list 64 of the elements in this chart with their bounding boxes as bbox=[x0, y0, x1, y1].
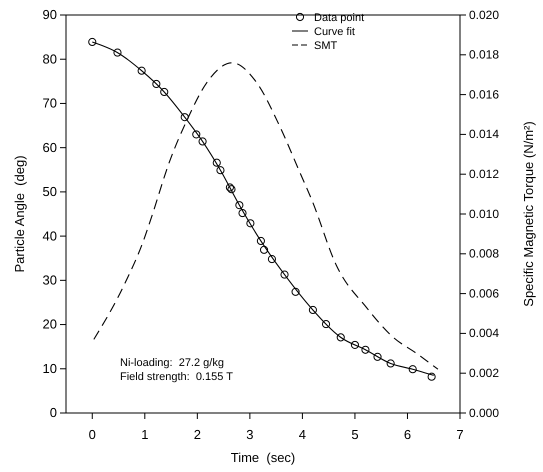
point bbox=[408, 365, 417, 374]
point bbox=[260, 246, 268, 254]
y2-tick-label: 0.020 bbox=[469, 8, 500, 22]
legend-label: Curve fit bbox=[314, 26, 355, 38]
y2-tick-label: 0.014 bbox=[469, 127, 500, 142]
point bbox=[113, 48, 122, 57]
y2-tick-label: 0.018 bbox=[469, 48, 500, 62]
y-tick-label: 20 bbox=[42, 316, 57, 332]
y2-tick-label: 0.008 bbox=[469, 246, 500, 261]
y-tick-label: 80 bbox=[42, 51, 57, 66]
y-tick-label: 70 bbox=[42, 96, 57, 111]
point bbox=[227, 185, 236, 194]
point bbox=[386, 359, 395, 368]
y2-tick-label: 0.010 bbox=[469, 206, 500, 221]
y-tick-label: 30 bbox=[42, 272, 57, 288]
y-tick-label: 90 bbox=[42, 7, 57, 22]
point bbox=[235, 201, 244, 210]
y-tick-label: 0 bbox=[50, 405, 57, 420]
point bbox=[138, 66, 146, 75]
y2-tick-label: 0.012 bbox=[469, 167, 500, 182]
y-tick-label: 10 bbox=[42, 360, 57, 376]
y2-tick-label: 0.006 bbox=[469, 286, 500, 300]
point bbox=[373, 352, 382, 361]
y2-tick-label: 0.002 bbox=[469, 366, 500, 380]
point bbox=[216, 166, 225, 174]
point bbox=[152, 80, 160, 88]
point bbox=[336, 333, 345, 342]
point bbox=[308, 306, 317, 314]
x-tick-label: 7 bbox=[456, 426, 464, 442]
y-tick-label: 60 bbox=[42, 140, 57, 155]
point bbox=[256, 236, 265, 246]
x-axis-title: Time (sec) bbox=[230, 450, 296, 465]
x-tick-label: 3 bbox=[246, 426, 254, 442]
point bbox=[226, 183, 234, 192]
x-tick-label: 5 bbox=[351, 426, 359, 442]
annotation: Ni-loading: 27.2 g/kg bbox=[120, 357, 224, 369]
point bbox=[192, 130, 200, 138]
point bbox=[268, 255, 276, 264]
x-tick-label: 1 bbox=[141, 426, 148, 442]
point bbox=[88, 38, 96, 46]
x-tick-label: 2 bbox=[194, 426, 201, 442]
y-tick-label: 50 bbox=[42, 184, 57, 200]
x-tick-label: 0 bbox=[88, 426, 96, 442]
annotation: Field strength: 0.155 T bbox=[120, 371, 234, 383]
point bbox=[350, 340, 359, 349]
point bbox=[160, 88, 168, 96]
y2-tick-label: 0.004 bbox=[469, 326, 500, 340]
point bbox=[292, 288, 300, 296]
point bbox=[212, 158, 221, 167]
y2-axis-title: Specific Magnetic Torque (N/m²) bbox=[521, 121, 536, 307]
legend-label: SMT bbox=[314, 40, 338, 52]
y2-tick-label: 0.000 bbox=[469, 406, 500, 420]
point bbox=[246, 219, 254, 228]
point bbox=[180, 113, 189, 122]
point bbox=[280, 270, 289, 279]
x-tick-label: 6 bbox=[404, 426, 412, 442]
x-tick-label: 4 bbox=[298, 426, 306, 442]
y2-tick-label: 0.016 bbox=[469, 87, 500, 102]
y-axis-title: Particle Angle (deg) bbox=[12, 155, 27, 273]
point bbox=[238, 209, 247, 218]
point bbox=[361, 346, 370, 354]
point bbox=[322, 320, 330, 328]
point bbox=[198, 137, 207, 146]
y-tick-label: 40 bbox=[42, 228, 57, 244]
